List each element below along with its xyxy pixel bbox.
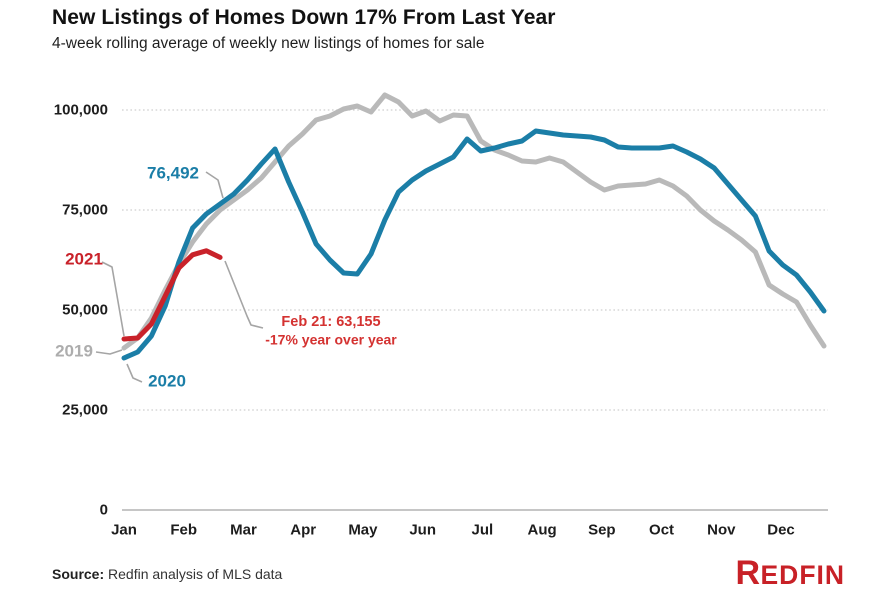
y-tick-label-50000: 50,000 [62,302,108,319]
y-tick-label-100000: 100,000 [54,102,108,119]
y-tick-label-75000: 75,000 [62,202,108,219]
annotation-leader-callout-feb21 [224,260,264,329]
series-line-2019 [121,92,827,351]
source-note: Source: Redfin analysis of MLS data [52,566,282,582]
source-label: Source: [52,566,105,582]
y-tick-label-0: 0 [100,502,108,519]
x-label-dec: Dec [767,522,795,539]
annotation-text-callout-feb21-line2: -17% year over year [265,332,397,348]
annotation-text-year-2021: 2021 [65,250,103,269]
series-line-2021 [121,248,223,342]
line-chart: 0 25,000 50,000 75,000 100,000 Jan Feb Mar Apr Ma… [54,92,828,539]
chart-header: New Listings of Homes Down 17% From Last… [52,6,556,53]
series-line-2020 [121,128,827,361]
redfin-logo: R EDFIN [735,556,845,590]
annotation-text-value-76492: 76,492 [147,164,199,183]
x-label-jun: Jun [409,522,436,539]
y-tick-label-25000: 25,000 [62,402,108,419]
annotation-text-year-2019: 2019 [55,342,93,361]
chart-title: New Listings of Homes Down 17% From Last… [52,6,556,29]
x-label-aug: Aug [528,522,557,539]
x-label-apr: Apr [290,522,316,539]
chart-subtitle: 4-week rolling average of weekly new lis… [52,35,485,52]
x-label-oct: Oct [649,522,674,539]
x-label-feb: Feb [170,522,197,539]
x-label-nov: Nov [707,522,736,539]
chart-footer: Source: Redfin analysis of MLS data R EDF… [0,556,872,596]
x-label-may: May [348,522,378,539]
source-text: Redfin analysis of MLS data [108,566,283,582]
x-label-jan: Jan [111,522,137,539]
redfin-logo-letter: R [735,554,761,592]
x-label-sep: Sep [588,522,616,539]
annotation-text-callout-feb21: Feb 21: 63,155 [281,314,380,330]
x-label-jul: Jul [472,522,494,539]
x-label-mar: Mar [230,522,257,539]
annotation-leader-value-76492 [205,171,224,199]
annotation-leader-year-2020 [126,363,143,383]
annotation-leader-year-2019 [95,349,123,355]
redfin-logo-rest: EDFIN [760,560,845,590]
annotation-leader-year-2021 [101,261,125,337]
annotation-text-year-2020: 2020 [148,372,186,391]
